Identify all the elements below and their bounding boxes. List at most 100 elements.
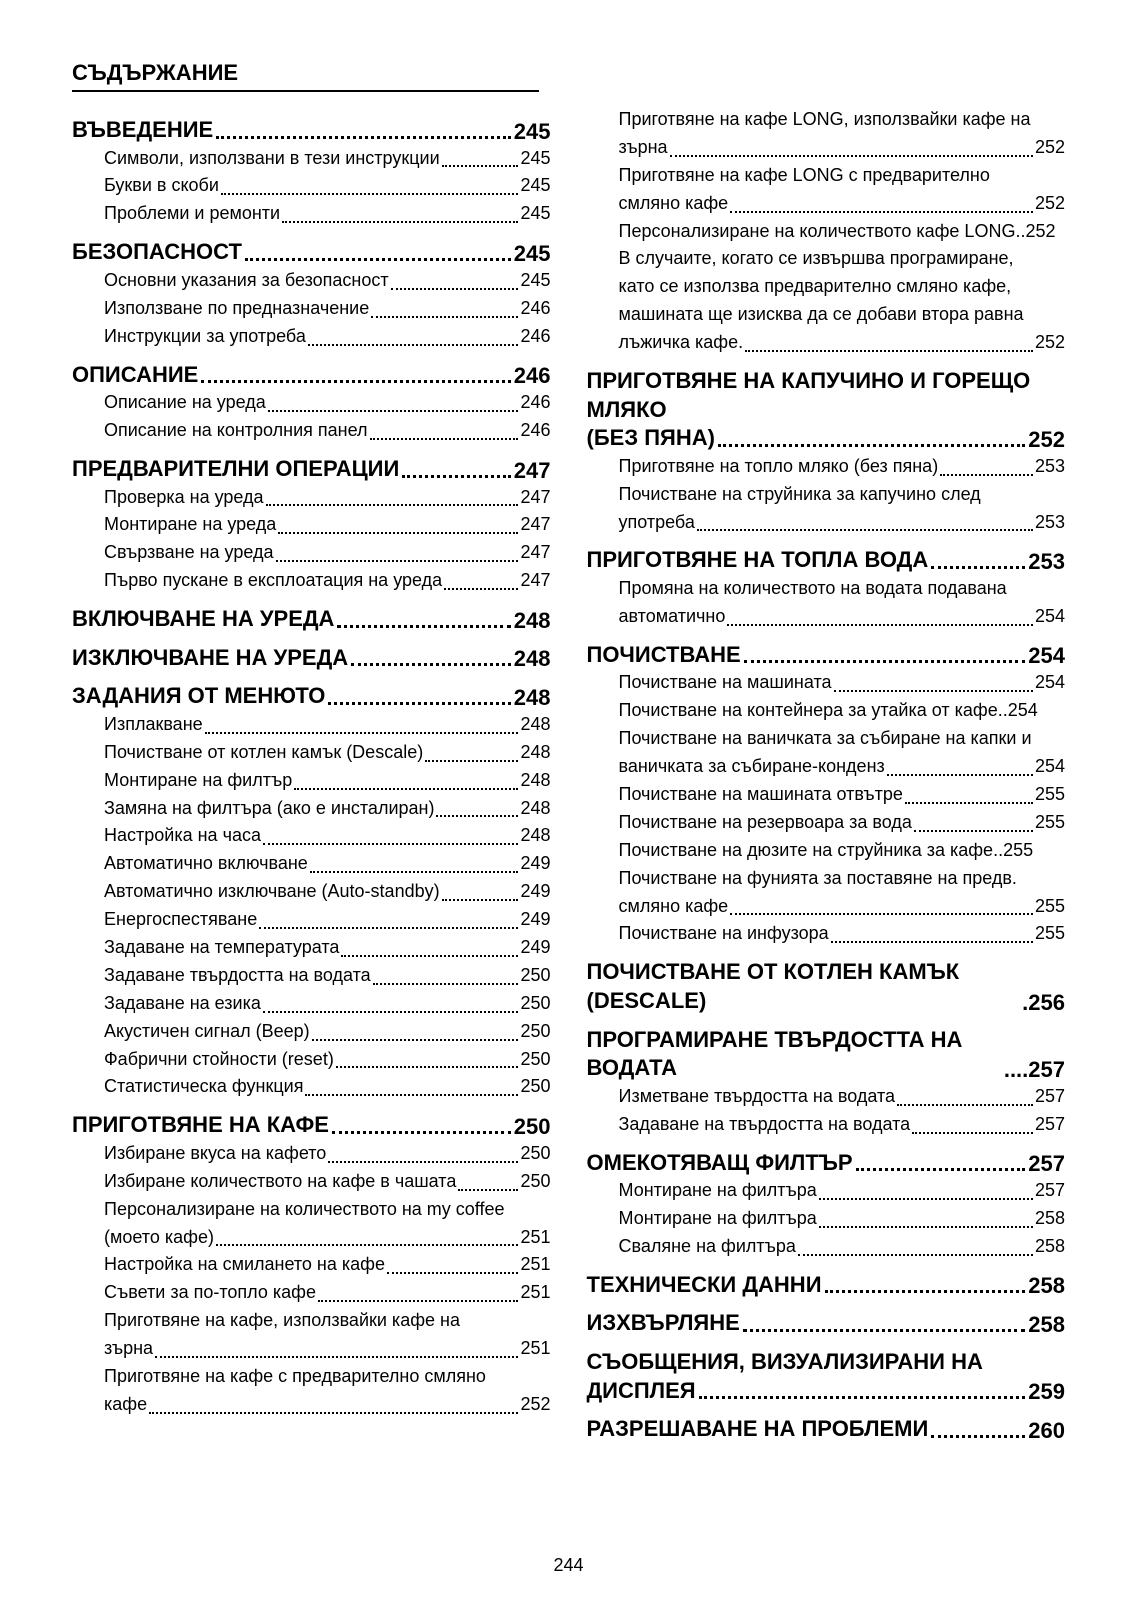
toc-item-label: зърна (619, 134, 668, 162)
toc-item: кафе252 (72, 1391, 551, 1419)
toc-page: 258 (1035, 1205, 1065, 1233)
toc-page: 252 (1035, 329, 1065, 357)
toc-page: 249 (520, 878, 550, 906)
toc-section-label: ОПИСАНИЕ (72, 361, 198, 390)
toc-page: 254 (1035, 753, 1065, 781)
toc-item-label: Персонализиране на количеството кафе LON… (619, 218, 1016, 246)
toc-page: 256 (1028, 990, 1065, 1016)
toc-item: зърна251 (72, 1335, 551, 1363)
toc-item-label: Свързване на уреда (104, 539, 274, 567)
toc-page: 255 (1035, 893, 1065, 921)
toc-page: 251 (520, 1224, 550, 1252)
toc-item: Замяна на филтъра (ако е инсталиран) 248 (72, 795, 551, 823)
toc-item: Задаване на езика250 (72, 990, 551, 1018)
toc-page: 255 (1035, 809, 1065, 837)
toc-section-label: РАЗРЕШАВАНЕ НА ПРОБЛЕМИ (587, 1415, 929, 1444)
toc-item-wrap: Приготвяне на кафе, използвайки кафе на (72, 1307, 551, 1335)
toc-page: 250 (520, 1018, 550, 1046)
toc-item-label: Почистване от котлен камък (Descale) (104, 739, 423, 767)
toc-item-label: Статистическа функция (104, 1073, 303, 1101)
toc-page: 257 (1028, 1057, 1065, 1083)
toc-item: Енергоспестяване249 (72, 906, 551, 934)
toc-section-label: ТЕХНИЧЕСКИ ДАННИ (587, 1271, 822, 1300)
toc-item: Почистване на контейнера за утайка от ка… (587, 697, 1066, 725)
toc-item: Основни указания за безопасност245 (72, 267, 551, 295)
toc-section-label: ПРЕДВАРИТЕЛНИ ОПЕРАЦИИ (72, 455, 399, 484)
toc-columns: ВЪВЕДЕНИЕ 245Символи, използвани в тези … (72, 106, 1065, 1444)
toc-page: 246 (514, 363, 551, 389)
toc-section-multiline: СЪОБЩЕНИЯ, ВИЗУАЛИЗИРАНИ НАДИСПЛЕЯ 259 (587, 1348, 1066, 1405)
toc-item-label: Почистване на инфузора (619, 920, 829, 948)
toc-page: 254 (1008, 697, 1038, 725)
toc-page: 258 (1028, 1312, 1065, 1338)
toc-page: 247 (520, 567, 550, 595)
toc-item-label: Изплакване (104, 711, 203, 739)
toc-item-label: Монтиране на филтъра (619, 1177, 817, 1205)
toc-section: БЕЗОПАСНОСТ 245 (72, 238, 551, 267)
toc-item: Акустичен сигнал (Beep) 250 (72, 1018, 551, 1046)
toc-item: автоматично254 (587, 603, 1066, 631)
toc-item-label: Монтиране на уреда (104, 511, 276, 539)
toc-item: Свързване на уреда 247 (72, 539, 551, 567)
toc-item-label: кафе (104, 1391, 147, 1419)
toc-page: 257 (1035, 1111, 1065, 1139)
toc-item-label: Почистване на дюзите на струйника за каф… (619, 837, 994, 865)
toc-item: Фабрични стойности (reset)250 (72, 1046, 551, 1074)
toc-item-label: Автоматично включване (104, 850, 308, 878)
toc-item-label: Замяна на филтъра (ако е инсталиран) (104, 795, 434, 823)
toc-item-label: Инструкции за употреба (104, 323, 306, 351)
toc-section: ОМЕКОТЯВАЩ ФИЛТЪР 257 (587, 1149, 1066, 1178)
toc-item-label: Избиране количеството на кафе в чашата (104, 1168, 456, 1196)
toc-item-label: Настройка на часа (104, 822, 261, 850)
toc-item-wrap: Персонализиране на количеството на my co… (72, 1196, 551, 1224)
toc-item-wrap: Промяна на количеството на водата подава… (587, 575, 1066, 603)
toc-page: 248 (514, 685, 551, 711)
toc-section: ОПИСАНИЕ 246 (72, 361, 551, 390)
toc-section: ПОЧИСТВАНЕ 254 (587, 641, 1066, 670)
toc-page: 248 (520, 711, 550, 739)
toc-section: ЗАДАНИЯ ОТ МЕНЮТО 248 (72, 682, 551, 711)
toc-item-label: Почистване на машината отвътре (619, 781, 903, 809)
toc-item-label: ваничката за събиране-конденз (619, 753, 885, 781)
toc-page: 246 (520, 295, 550, 323)
toc-page: 251 (520, 1279, 550, 1307)
toc-item-label: Монтиране на филтъра (619, 1205, 817, 1233)
toc-page: 246 (520, 323, 550, 351)
toc-item-label: Символи, използвани в тези инструкции (104, 145, 440, 173)
toc-page: 254 (1028, 643, 1065, 669)
toc-item: Персонализиране на количеството кафе LON… (587, 218, 1066, 246)
toc-page: 247 (514, 458, 551, 484)
toc-item: Изплакване 248 (72, 711, 551, 739)
toc-item: Автоматично включване249 (72, 850, 551, 878)
toc-item: Букви в скоби245 (72, 172, 551, 200)
toc-item: Задаване твърдостта на водата 250 (72, 962, 551, 990)
toc-item: Първо пускане в експлоатация на уреда247 (72, 567, 551, 595)
toc-item-label: Задаване твърдостта на водата (104, 962, 371, 990)
toc-section-multiline: ПРИГОТВЯНЕ НА КАПУЧИНО И ГОРЕЩО МЛЯКО(БЕ… (587, 367, 1066, 453)
toc-item-label: Акустичен сигнал (Beep) (104, 1018, 310, 1046)
page-title: СЪДЪРЖАНИЕ (72, 60, 539, 92)
toc-page: 254 (1035, 603, 1065, 631)
toc-item: Настройка на часа 248 (72, 822, 551, 850)
toc-page: 248 (514, 608, 551, 634)
toc-item: лъжичка кафе.252 (587, 329, 1066, 357)
toc-page: 250 (520, 1140, 550, 1168)
toc-section: ПРЕДВАРИТЕЛНИ ОПЕРАЦИИ 247 (72, 455, 551, 484)
toc-page: 248 (520, 795, 550, 823)
toc-page: 252 (1025, 218, 1055, 246)
toc-page: 260 (1028, 1418, 1065, 1444)
toc-section-label: ОМЕКОТЯВАЩ ФИЛТЪР (587, 1149, 853, 1178)
toc-page: 247 (520, 539, 550, 567)
toc-item: Съвети за по-топло кафе251 (72, 1279, 551, 1307)
toc-item-label: Автоматично изключване (Auto-standby) (104, 878, 440, 906)
toc-item: Настройка на смилането на кафе251 (72, 1251, 551, 1279)
toc-page: 258 (1035, 1233, 1065, 1261)
toc-page: 250 (520, 962, 550, 990)
toc-page: 247 (520, 484, 550, 512)
column-right: Приготвяне на кафе LONG, използвайки каф… (587, 106, 1066, 1444)
toc-page: 248 (520, 822, 550, 850)
toc-section-label: ВЪВЕДЕНИЕ (72, 116, 213, 145)
toc-item: Статистическа функция250 (72, 1073, 551, 1101)
toc-item-label: (моето кафе) (104, 1224, 214, 1252)
toc-page: 248 (514, 646, 551, 672)
